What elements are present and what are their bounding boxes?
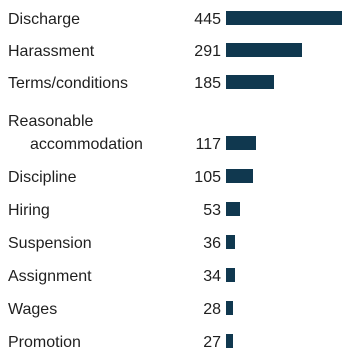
data-label: 291 (194, 43, 221, 60)
category-label: Promotion (8, 334, 81, 351)
category-label: Suspension (8, 235, 92, 252)
bar (226, 301, 233, 315)
bar-row: Assignment 34 (8, 268, 235, 285)
category-label: Terms/conditions (8, 75, 128, 92)
bar-row: Promotion 27 (8, 334, 233, 351)
category-label: accommodation (30, 136, 143, 153)
bar-row: Terms/conditions 185 (8, 75, 274, 92)
bar (226, 268, 235, 282)
bar-row: Harassment 291 (8, 43, 302, 60)
category-label: Discipline (8, 169, 77, 186)
bar-row: Discharge 445 (8, 11, 342, 28)
category-label: Reasonable (8, 113, 94, 130)
bar-row: Wages 28 (8, 301, 233, 318)
bar (226, 11, 342, 25)
bar-row: Suspension 36 (8, 235, 235, 252)
bar (226, 235, 235, 249)
data-label: 105 (194, 169, 221, 186)
category-label: Discharge (8, 11, 80, 28)
data-label: 28 (203, 301, 221, 318)
category-label: Assignment (8, 268, 92, 285)
bar (226, 169, 253, 183)
data-label: 445 (194, 11, 221, 28)
category-label: Wages (8, 301, 57, 318)
data-label: 53 (203, 202, 221, 219)
chart-rows: Discharge 445 Harassment 291 Terms/condition… (8, 11, 342, 351)
data-label: 185 (194, 75, 221, 92)
bar-row: Reasonable accommodation 117 (8, 113, 256, 153)
bar-row: Discipline 105 (8, 169, 253, 186)
data-label: 27 (203, 334, 221, 351)
data-label: 36 (203, 235, 221, 252)
bar (226, 43, 302, 57)
data-label: 34 (203, 268, 221, 285)
bar-row: Hiring 53 (8, 202, 240, 219)
bar (226, 202, 240, 216)
category-label: Harassment (8, 43, 95, 60)
bar (226, 334, 233, 348)
category-label: Hiring (8, 202, 50, 219)
data-label: 117 (195, 136, 221, 153)
bar (226, 75, 274, 89)
bar (226, 136, 256, 150)
